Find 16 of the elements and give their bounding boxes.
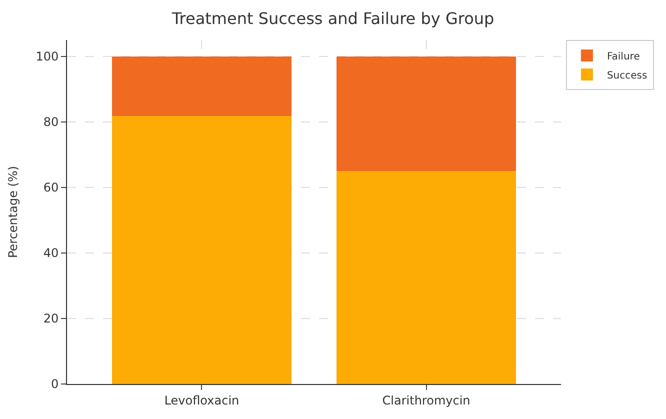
chart-title: Treatment Success and Failure by Group bbox=[170, 8, 494, 28]
legend-label: Failure bbox=[606, 51, 640, 62]
x-tick-label: Levofloxacin bbox=[164, 393, 240, 408]
y-tick-label: 60 bbox=[43, 180, 59, 195]
y-axis-title: Percentage (%) bbox=[6, 166, 20, 258]
bar bbox=[336, 171, 516, 384]
x-tick-label: Clarithromycin bbox=[382, 393, 470, 408]
bar bbox=[112, 116, 292, 384]
y-tick-label: 20 bbox=[43, 312, 59, 326]
bar bbox=[112, 56, 292, 116]
y-tick-label: 100 bbox=[36, 50, 59, 64]
y-tick-label: 80 bbox=[43, 115, 59, 130]
bar bbox=[336, 56, 516, 172]
legend-label: Success bbox=[606, 70, 648, 82]
y-tick-label: 0 bbox=[50, 377, 59, 392]
y-tick-label: 40 bbox=[43, 246, 59, 260]
